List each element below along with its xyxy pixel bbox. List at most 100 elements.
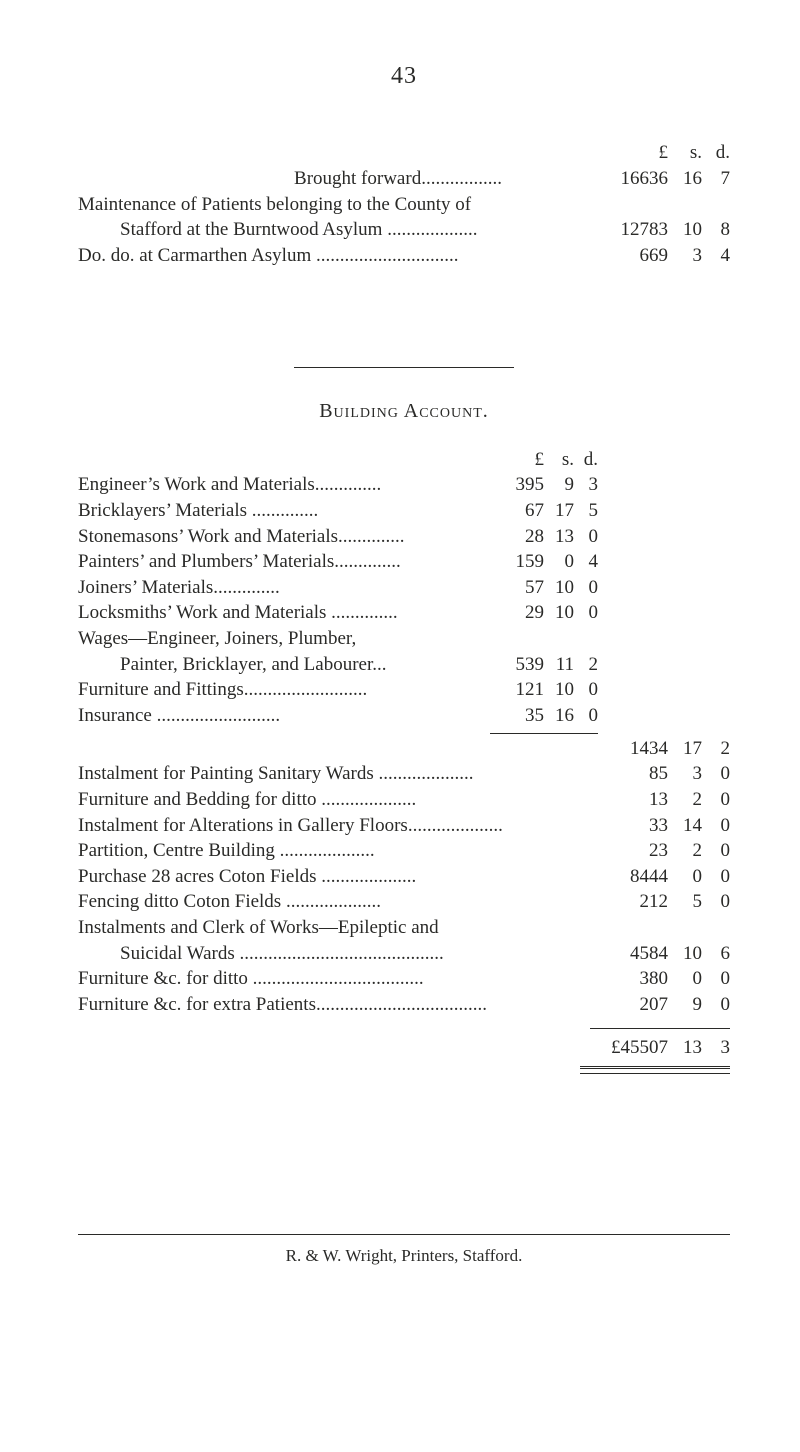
row-label: Bricklayers’ Materials: [78, 500, 252, 521]
amt-L: 380: [598, 966, 668, 992]
amt-d: 4: [702, 243, 730, 269]
table-row: Furniture and Bedding for ditto ........…: [78, 787, 730, 813]
grand-total-double-rule: [580, 1066, 730, 1074]
leader-dots: ....................: [286, 889, 381, 915]
amt-d: 0: [574, 677, 598, 703]
grand-total-L: £45507: [578, 1035, 668, 1061]
amt-d: 5: [574, 498, 598, 524]
row-instalments-clerk: Instalments and Clerk of Works—Epileptic…: [78, 915, 730, 966]
table-row: Furniture and Fittings..................…: [78, 677, 598, 703]
amt-L: 539: [490, 652, 544, 678]
amt-s: 5: [668, 889, 702, 915]
amt-s: 10: [668, 217, 702, 243]
amt-L: 57: [490, 575, 544, 601]
leader-dots: .................: [421, 166, 502, 192]
amt-L: 121: [490, 677, 544, 703]
amt-d: 7: [702, 166, 730, 192]
amt-d: 0: [574, 703, 598, 729]
wages-line1: Wages—Engineer, Joiners, Plumber,: [78, 628, 356, 649]
leader-dots: ....................................: [253, 966, 424, 992]
inner-lsd-header: £ s. d.: [78, 447, 598, 473]
leader-dots: ....................: [408, 813, 503, 839]
leader-dots: ..............: [338, 524, 405, 550]
table-row: Fencing ditto Coton Fields .............…: [78, 889, 730, 915]
leader-dots: ....................: [378, 761, 473, 787]
amt-L: 395: [490, 472, 544, 498]
amt-d: 8: [702, 217, 730, 243]
row-label: Painters’ and Plumbers’ Materials: [78, 551, 334, 572]
brought-forward-label: Brought forward: [294, 168, 421, 189]
row-label: Instalment for Alterations in Gallery Fl…: [78, 815, 408, 836]
table-row: Locksmiths’ Work and Materials .........…: [78, 600, 598, 626]
amt-s: 16: [544, 703, 574, 729]
row-label: Furniture and Fittings: [78, 679, 244, 700]
hdr-s: s.: [544, 447, 574, 473]
table-row: Instalment for Painting Sanitary Wards .…: [78, 761, 730, 787]
table-row: Furniture &c. for extra Patients........…: [78, 992, 730, 1018]
amt-L: 1434: [598, 736, 668, 762]
amt-s: 14: [668, 813, 702, 839]
amt-s: 11: [544, 652, 574, 678]
amt-s: 10: [544, 600, 574, 626]
amt-L: 8444: [598, 864, 668, 890]
amt-s: 0: [668, 966, 702, 992]
maintenance-line2: Stafford at the Burntwood Asylum: [120, 219, 387, 240]
leader-dots: ..............: [315, 472, 382, 498]
row-brought-forward: Brought forward................. 16636 1…: [78, 166, 730, 192]
amt-s: 17: [668, 736, 702, 762]
table-row: Joiners’ Materials..............57100: [78, 575, 598, 601]
table-row: Stonemasons’ Work and Materials.........…: [78, 524, 598, 550]
amt-d: 0: [574, 575, 598, 601]
row-label: Locksmiths’ Work and Materials: [78, 602, 331, 623]
amt-d: 0: [702, 787, 730, 813]
amt-L: 4584: [598, 941, 668, 967]
table-row: Painters’ and Plumbers’ Materials.......…: [78, 549, 598, 575]
table-row: Partition, Centre Building .............…: [78, 838, 730, 864]
hdr-L: £: [598, 140, 668, 166]
instalments-clerk-line2: Suicidal Wards: [120, 943, 240, 964]
amt-L: 12783: [598, 217, 668, 243]
amt-d: 0: [702, 838, 730, 864]
amt-s: 2: [668, 787, 702, 813]
table-row: Purchase 28 acres Coton Fields .........…: [78, 864, 730, 890]
row-label: Partition, Centre Building: [78, 840, 280, 861]
leader-dots: ..............: [331, 600, 398, 626]
amt-d: 0: [574, 600, 598, 626]
amt-L: 35: [490, 703, 544, 729]
hdr-d: d.: [702, 140, 730, 166]
table-row: Insurance ..........................3516…: [78, 703, 598, 729]
amt-s: 10: [544, 575, 574, 601]
outer-subtotal-rule: [590, 1028, 730, 1029]
row-label: Insurance: [78, 705, 157, 726]
amt-L: 207: [598, 992, 668, 1018]
page-number: 43: [78, 60, 730, 92]
leader-dots: ..........................: [244, 677, 368, 703]
row-label: Furniture and Bedding for ditto: [78, 789, 321, 810]
leader-dots: ....................: [321, 787, 416, 813]
carmarthen-label: Do. do. at Carmarthen Asylum: [78, 245, 316, 266]
table-row: Furniture &c. for ditto ................…: [78, 966, 730, 992]
amt-L: 67: [490, 498, 544, 524]
leader-dots: ........................................…: [240, 941, 444, 967]
hdr-d: d.: [574, 447, 598, 473]
hdr-L: £: [490, 447, 544, 473]
row-label: Engineer’s Work and Materials: [78, 474, 315, 495]
table-row: Engineer’s Work and Materials...........…: [78, 472, 598, 498]
row-maintenance: Maintenance of Patients belonging to the…: [78, 192, 730, 243]
leader-dots: ...................: [387, 217, 477, 243]
amt-d: 4: [574, 549, 598, 575]
row-label: Fencing ditto Coton Fields: [78, 891, 286, 912]
amt-s: 17: [544, 498, 574, 524]
amt-s: 3: [668, 761, 702, 787]
leader-dots: ..............: [252, 498, 319, 524]
amt-L: 16636: [598, 166, 668, 192]
row-label: Stonemasons’ Work and Materials: [78, 526, 338, 547]
amt-s: 0: [668, 864, 702, 890]
printers-footer: R. & W. Wright, Printers, Stafford.: [78, 1245, 730, 1268]
amt-s: 9: [668, 992, 702, 1018]
amt-L: 13: [598, 787, 668, 813]
amt-d: 0: [702, 864, 730, 890]
leader-dots: ....................: [280, 838, 375, 864]
amt-L: 159: [490, 549, 544, 575]
inner-subtotal-rule: [490, 733, 598, 734]
